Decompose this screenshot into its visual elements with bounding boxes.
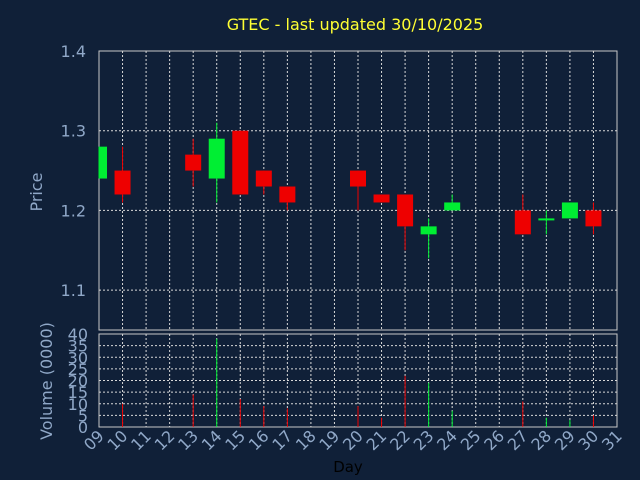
candle-body [585,210,602,227]
chart-title: GTEC - last updated 30/10/2025 [227,15,484,34]
volume-tick-label: 5 [78,406,88,425]
candle-body [255,170,272,187]
volume-tick-label: 0 [78,418,88,437]
volume-tick-label: 40 [68,325,88,344]
volume-tick-label: 25 [68,360,88,379]
candle-body [420,226,437,235]
volume-tick-label: 30 [68,348,88,367]
candle-body [373,194,390,203]
candles [98,122,602,259]
candle-body [397,194,414,227]
volume-tick-label: 15 [68,383,88,402]
x-axis-ticks: 0910111213141516171819202122232425262728… [80,426,626,454]
candle-body [232,130,249,195]
candle-body [350,170,366,187]
candle-body [444,202,461,211]
price-tick-label: 1.3 [61,122,86,141]
volume-tick-label: 20 [68,372,88,391]
candle-body [538,218,555,221]
price-tick-label: 1.1 [61,281,86,300]
price-tick-label: 1.2 [61,201,86,220]
price-panel: 1.1 1.2 1.3 1.4 Price [27,42,618,331]
candle-body [114,170,131,195]
price-axis-label: Price [27,172,46,211]
candle-body [279,186,296,203]
price-grid [99,51,617,330]
x-tick-label: 31 [598,426,626,454]
volume-bars [122,338,594,427]
candle-body [99,146,107,179]
volume-tick-label: 10 [68,395,88,414]
price-tick-label: 1.4 [61,42,86,61]
x-axis-label: Day [333,458,363,476]
volume-axis-label: Volume (0000) [37,322,56,440]
price-y-ticks: 1.1 1.2 1.3 1.4 [61,42,86,300]
candle-body [514,210,531,235]
candle-body [208,138,225,179]
candle-body [185,154,202,171]
candle-body [561,202,578,219]
volume-tick-label: 35 [68,337,88,356]
